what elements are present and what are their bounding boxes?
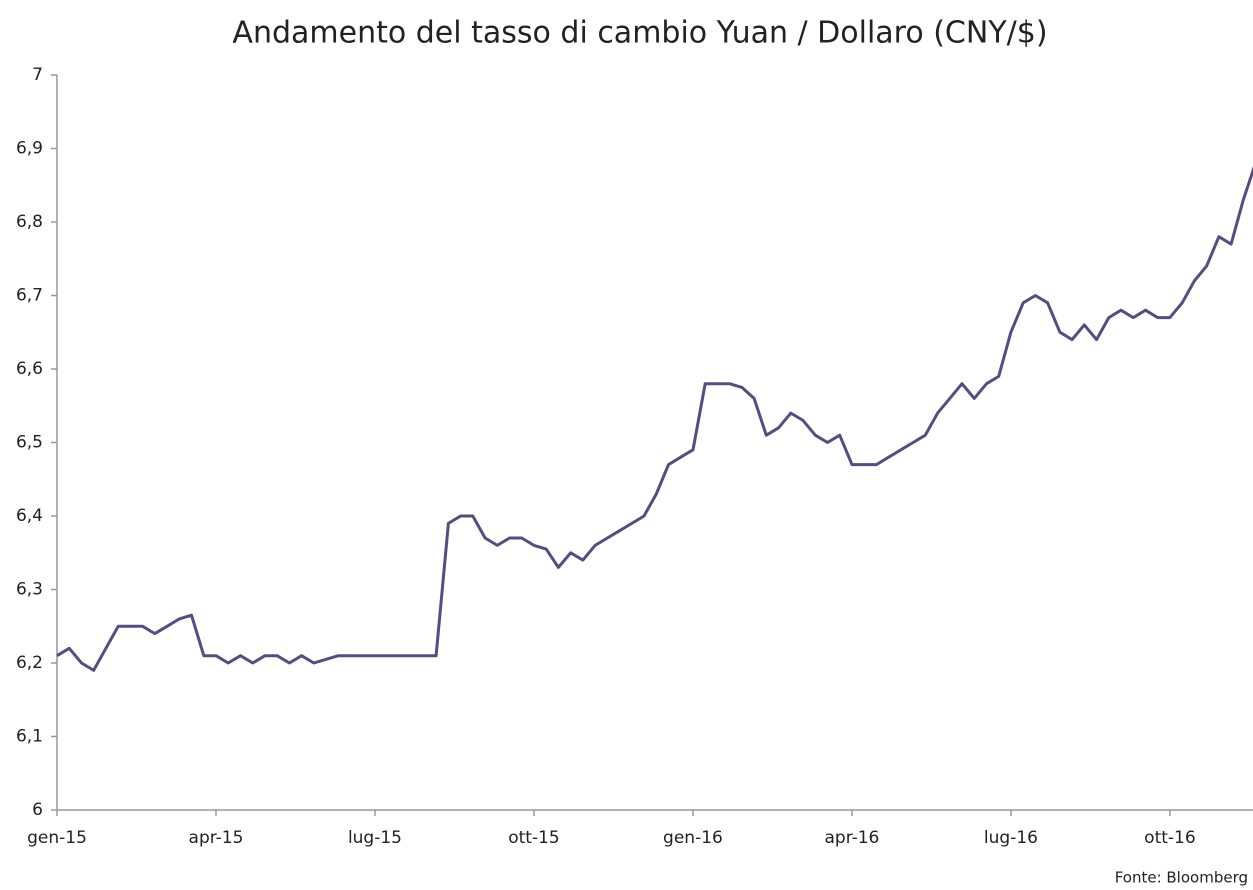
chart-title: Andamento del tasso di cambio Yuan / Dol… <box>232 16 1047 51</box>
y-tick-label: 6,9 <box>16 139 43 159</box>
y-tick-label: 6,2 <box>16 653 43 673</box>
x-tick-label: apr-16 <box>825 828 880 848</box>
y-tick-label: 6,7 <box>16 286 43 306</box>
y-tick-label: 6,8 <box>16 212 43 232</box>
x-tick-label: lug-16 <box>984 828 1038 848</box>
y-tick-label: 6,6 <box>16 359 43 379</box>
source-note: Fonte: Bloomberg <box>1115 869 1248 887</box>
x-tick-label: lug-15 <box>348 828 402 848</box>
data-line <box>56 165 1253 672</box>
x-tick-label: ott-16 <box>1144 828 1196 848</box>
x-tick-label: gen-16 <box>663 828 723 848</box>
y-tick-label: 7 <box>32 65 43 85</box>
x-tick-label: ott-15 <box>508 828 560 848</box>
y-tick-label: 6,5 <box>16 433 43 453</box>
y-tick-label: 6 <box>32 800 43 820</box>
y-tick-label: 6,3 <box>16 580 43 600</box>
y-tick-label: 6,1 <box>16 727 43 747</box>
x-tick-label: gen-15 <box>27 828 87 848</box>
y-tick-label: 6,4 <box>16 506 43 526</box>
x-tick-label: apr-15 <box>189 828 244 848</box>
